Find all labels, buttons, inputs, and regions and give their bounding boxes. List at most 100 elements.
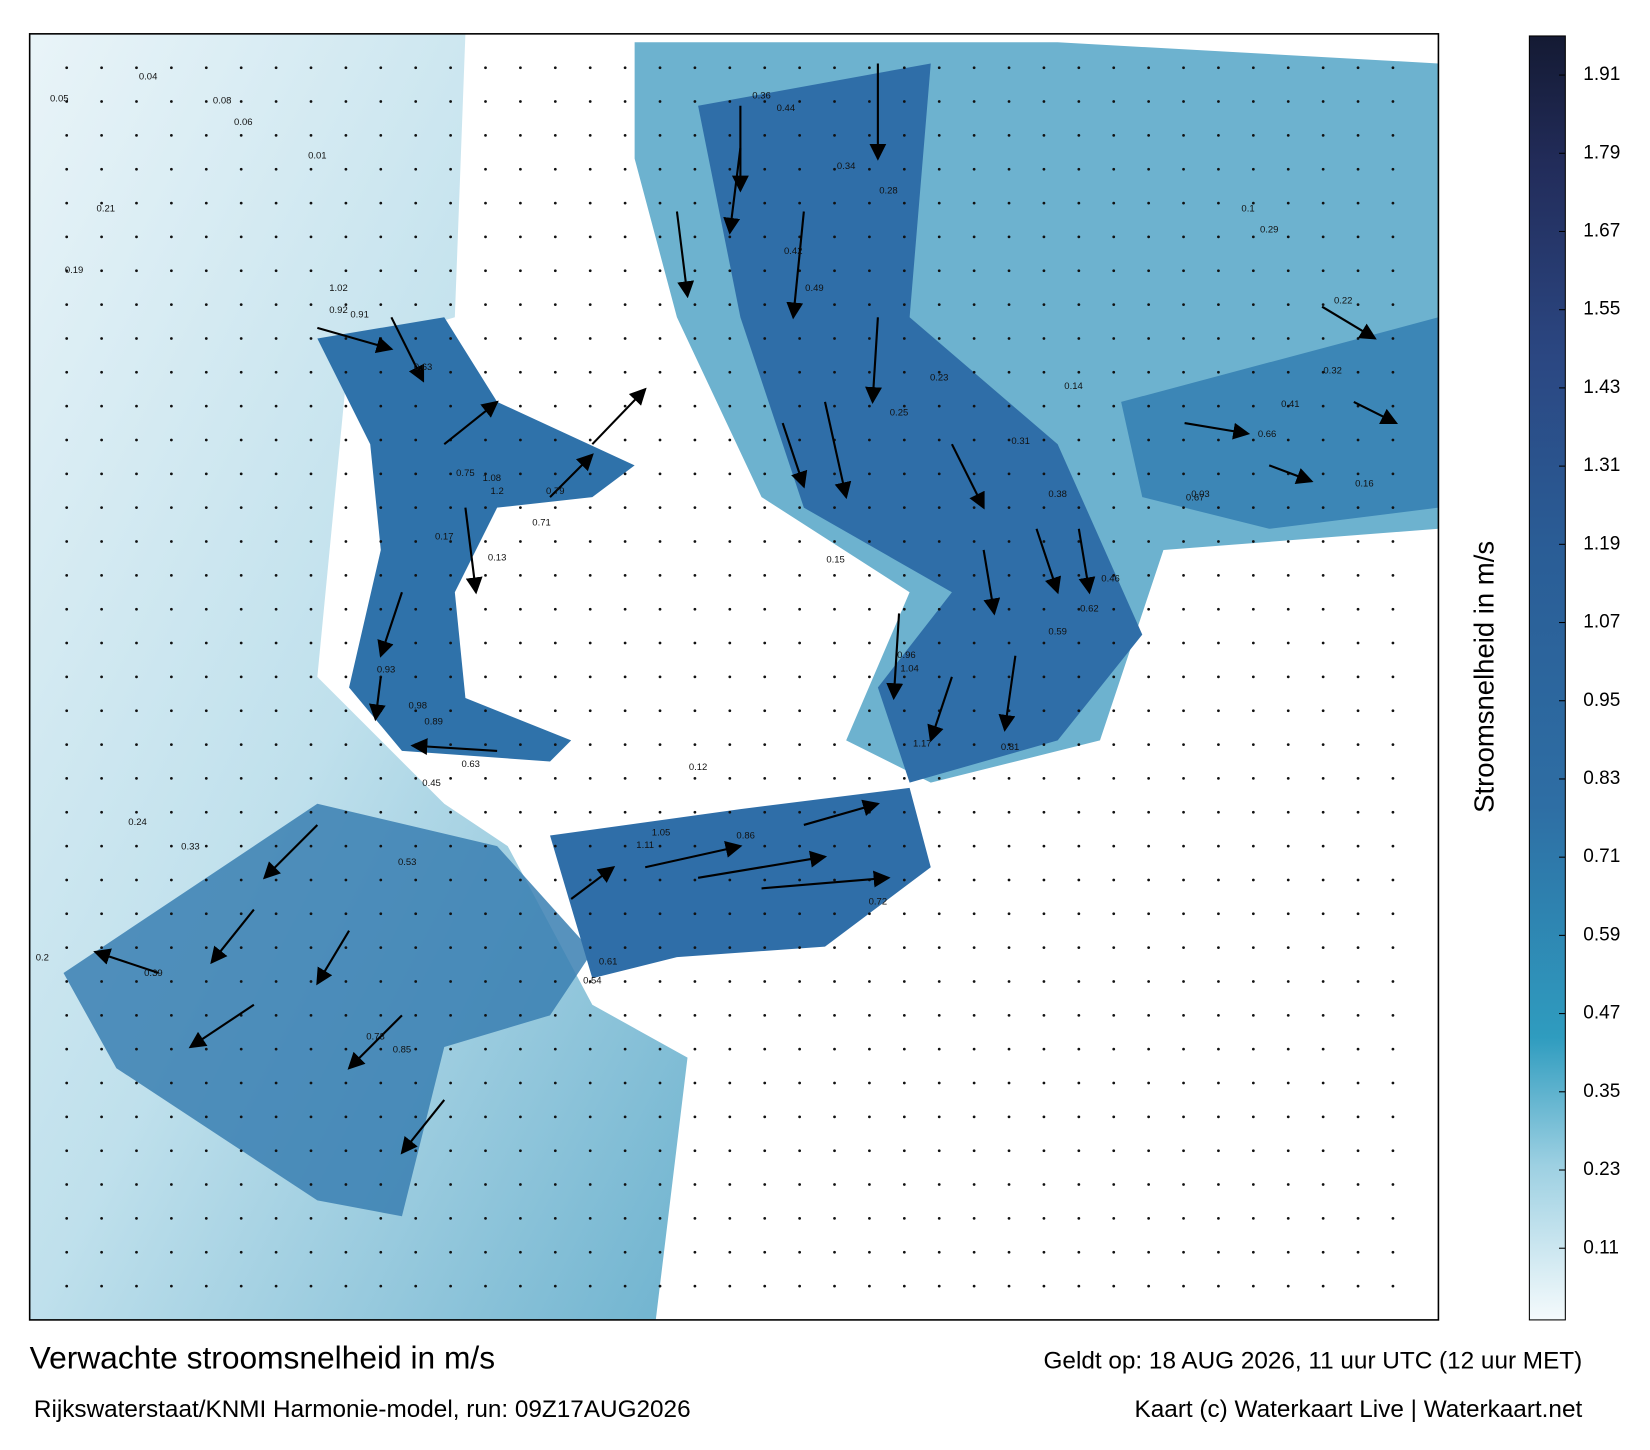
speed-label: 0.2 — [36, 952, 49, 963]
speed-label: 0.23 — [930, 373, 949, 384]
grid-dot — [1182, 980, 1185, 983]
grid-dot — [1042, 506, 1046, 510]
grid-dot — [833, 540, 836, 543]
grid-dot — [1251, 1217, 1255, 1220]
grid-dot — [1077, 1217, 1081, 1220]
grid-dot — [239, 1047, 243, 1051]
grid-dot — [484, 201, 487, 205]
grid-dot — [588, 573, 592, 577]
colorbar-tick-label: 1.91 — [1583, 64, 1620, 85]
grid-dot — [1321, 709, 1325, 713]
grid-dot — [588, 1115, 592, 1119]
grid-dot — [1356, 709, 1360, 713]
grid-dot — [763, 743, 767, 746]
grid-dot — [693, 134, 697, 137]
grid-dot — [274, 946, 278, 950]
grid-dot — [274, 573, 278, 577]
grid-dot — [1042, 472, 1046, 476]
grid-dot — [798, 1115, 801, 1119]
grid-dot — [623, 1217, 627, 1220]
grid-dot — [937, 269, 941, 273]
grid-dot — [728, 912, 732, 916]
delta-channels — [63, 803, 593, 1217]
grid-dot — [1007, 100, 1011, 103]
grid-dot — [1391, 1115, 1395, 1119]
grid-dot — [1321, 1013, 1325, 1017]
grid-dot — [1112, 1250, 1116, 1254]
grid-dot — [972, 912, 976, 916]
grid-dot — [65, 709, 69, 713]
grid-dot — [239, 1217, 243, 1220]
grid-dot — [1007, 303, 1011, 306]
grid-dot — [170, 1183, 173, 1186]
grid-dot — [449, 912, 452, 916]
grid-dot — [1217, 303, 1220, 306]
speed-label: 0.34 — [837, 161, 856, 172]
grid-dot — [204, 1013, 208, 1017]
grid-dot — [1182, 641, 1185, 645]
grid-dot — [763, 167, 767, 171]
speed-label: 0.16 — [1355, 479, 1374, 490]
grid-dot — [379, 370, 383, 374]
grid-dot — [1042, 66, 1046, 70]
grid-dot — [623, 1013, 627, 1017]
grid-dot — [972, 404, 976, 408]
grid-dot — [553, 1149, 557, 1153]
grid-dot — [868, 506, 871, 510]
grid-dot — [100, 167, 103, 171]
grid-dot — [239, 878, 243, 882]
grid-dot — [65, 303, 69, 306]
speed-label: 0.21 — [97, 204, 115, 215]
grid-dot — [135, 540, 138, 543]
grid-dot — [588, 1081, 592, 1085]
grid-dot — [1356, 1217, 1360, 1220]
grid-dot — [309, 1047, 313, 1051]
grid-dot — [763, 66, 767, 70]
grid-dot — [484, 1149, 487, 1153]
grid-dot — [65, 1284, 69, 1288]
grid-dot — [833, 472, 836, 476]
grid-dot — [1356, 1081, 1360, 1085]
grid-dot — [519, 1047, 522, 1051]
grid-dot — [1356, 573, 1360, 577]
grid-dot — [1182, 777, 1185, 780]
grid-dot — [1217, 167, 1220, 171]
grid-dot — [1147, 912, 1151, 916]
current-arrows — [93, 63, 1399, 1155]
grid-dot — [1217, 675, 1220, 679]
grid-dot — [344, 167, 348, 171]
grid-dot — [1286, 1183, 1290, 1186]
grid-dot — [553, 100, 557, 103]
arrow — [1077, 528, 1096, 595]
grid-dot — [623, 1115, 627, 1119]
grid-dot — [588, 1149, 592, 1153]
grid-dot — [1077, 134, 1081, 137]
grid-dot — [274, 303, 278, 306]
grid-dot — [553, 438, 557, 442]
grid-dot — [65, 337, 69, 340]
grid-dot — [100, 675, 103, 679]
grid-dot — [1147, 337, 1151, 340]
grid-dot — [763, 709, 767, 713]
colorbar-label: Stroomsnelheid in m/s — [1468, 541, 1499, 813]
grid-dot — [170, 743, 173, 746]
grid-dot — [902, 1217, 906, 1220]
grid-dot — [204, 167, 208, 171]
grid-dot — [1147, 641, 1151, 645]
grid-dot — [239, 777, 243, 780]
grid-dot — [1251, 167, 1255, 171]
grid-dot — [1112, 235, 1116, 239]
grid-dot — [1286, 1284, 1290, 1288]
grid-dot — [309, 370, 313, 374]
grid-dot — [937, 370, 941, 374]
grid-dot — [623, 201, 627, 205]
colorbar-tick-label: 0.11 — [1583, 1237, 1619, 1258]
colorbar-tick-label: 0.35 — [1583, 1081, 1620, 1102]
grid-dot — [239, 337, 243, 340]
colorbar-tick-label: 1.07 — [1583, 612, 1620, 633]
grid-dot — [1217, 1217, 1220, 1220]
grid-dot — [763, 100, 767, 103]
grid-dot — [553, 1013, 557, 1017]
grid-dot — [902, 675, 906, 679]
grid-dot — [588, 337, 592, 340]
